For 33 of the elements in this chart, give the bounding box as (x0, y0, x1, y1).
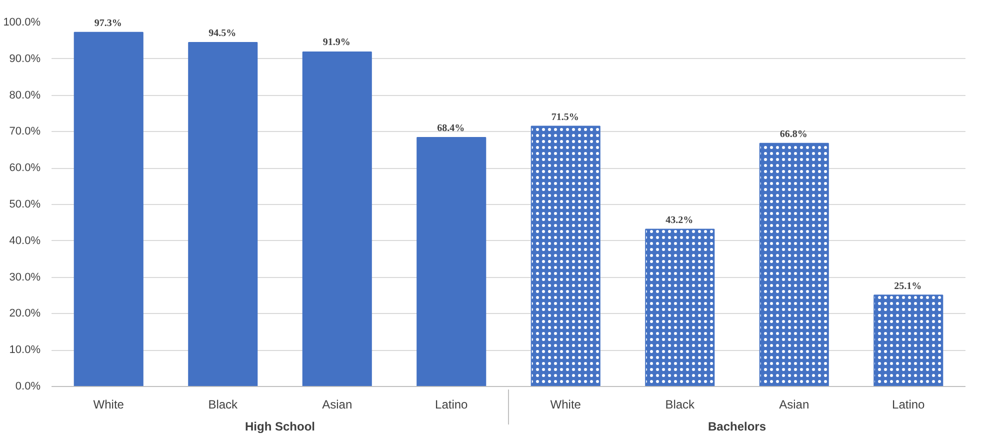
data-label: 94.5% (208, 28, 236, 40)
data-label: 43.2% (666, 214, 694, 226)
y-tick-label: 10.0% (9, 344, 41, 356)
bar (188, 42, 258, 386)
data-label: 91.9% (322, 37, 350, 48)
bar (302, 51, 372, 386)
x-tick-label: Asian (322, 398, 352, 412)
bar (416, 137, 486, 386)
text: High School (245, 420, 315, 434)
data-label: 97.3% (94, 18, 122, 29)
data-label: 68.4% (437, 123, 465, 134)
data-label: 66.8% (780, 128, 808, 140)
y-tick-label: 0.0% (15, 380, 41, 392)
data-label: 71.5% (551, 112, 579, 123)
data-label: 25.1% (894, 280, 922, 292)
x-tick-label: Latino (892, 398, 926, 412)
text: Bachelors (708, 420, 766, 434)
y-tick-label: 60.0% (9, 162, 41, 174)
y-tick-label: 30.0% (9, 271, 41, 284)
y-tick-label: 40.0% (9, 234, 41, 247)
y-tick-label: 20.0% (9, 308, 41, 320)
y-tick-label: 70.0% (9, 126, 41, 138)
x-tick-label: Black (665, 398, 696, 412)
y-tick-label: 100.0% (3, 16, 41, 28)
bar (74, 32, 144, 386)
x-tick-label: Asian (779, 398, 810, 412)
x-tick-label: White (93, 398, 124, 412)
y-tick-label: 90.0% (9, 52, 41, 65)
x-tick-label: White (550, 398, 582, 412)
x-tick-label: Black (208, 398, 239, 412)
y-tick-label: 80.0% (9, 89, 41, 102)
x-tick-label: Latino (435, 398, 468, 412)
y-tick-label: 50.0% (9, 198, 41, 210)
